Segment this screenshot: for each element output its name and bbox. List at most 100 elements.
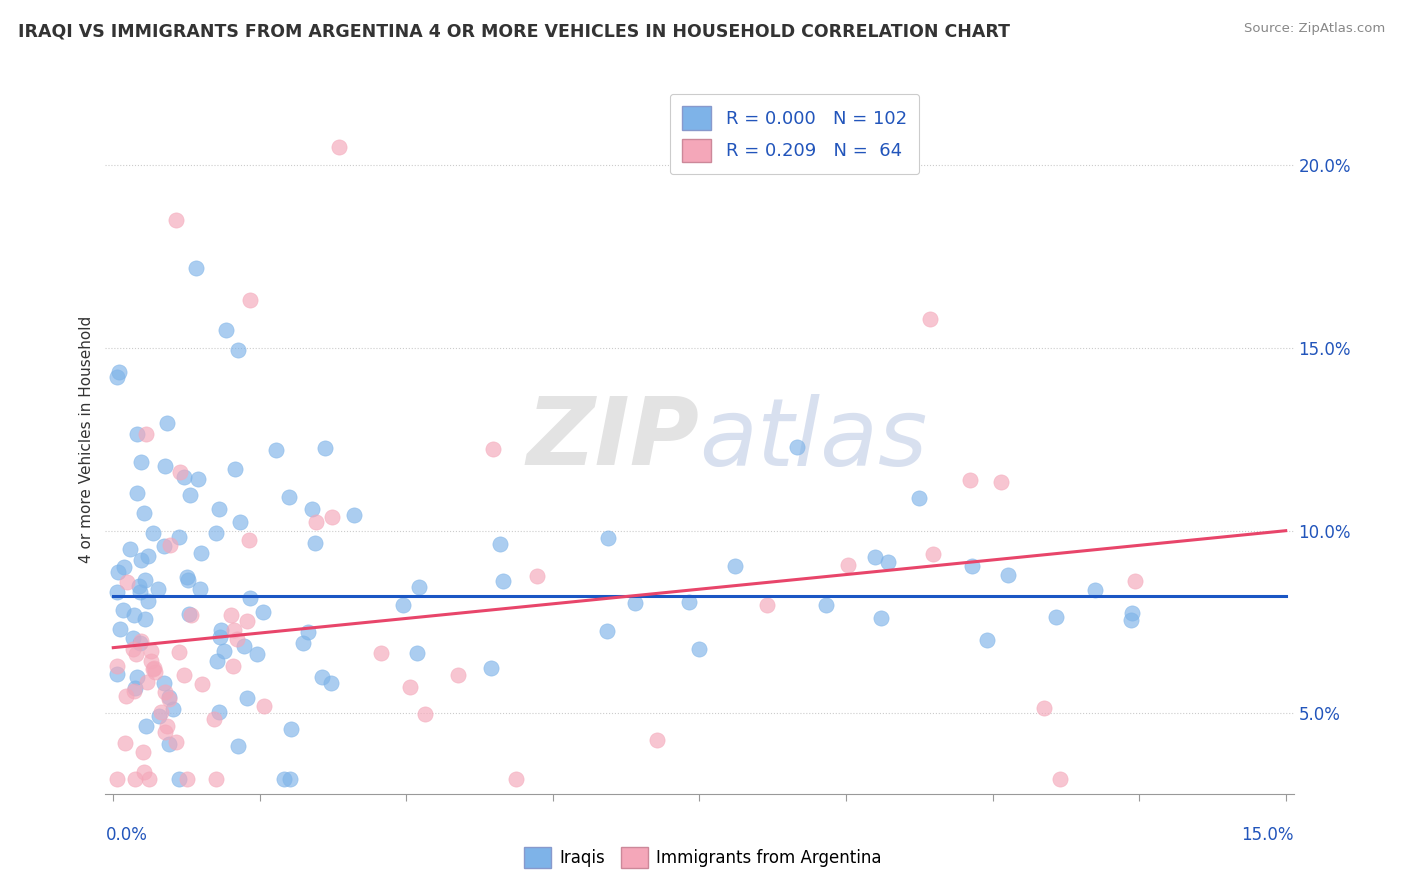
Point bbox=[122, 608, 145, 623]
Point bbox=[159, 538, 181, 552]
Point bbox=[134, 573, 156, 587]
Point bbox=[167, 772, 190, 787]
Point bbox=[321, 509, 343, 524]
Text: ZIP: ZIP bbox=[527, 393, 700, 485]
Point bbox=[105, 772, 128, 787]
Point bbox=[142, 661, 165, 675]
Point bbox=[124, 772, 146, 787]
Point bbox=[252, 605, 274, 619]
Point bbox=[124, 684, 146, 698]
Point bbox=[624, 596, 647, 610]
Point bbox=[224, 623, 246, 637]
Point bbox=[108, 623, 131, 637]
Point bbox=[105, 667, 128, 681]
Point bbox=[139, 654, 162, 668]
Point bbox=[1033, 701, 1056, 715]
Point bbox=[176, 772, 198, 787]
Point bbox=[167, 645, 190, 659]
Point bbox=[228, 516, 250, 530]
Point bbox=[190, 546, 212, 560]
Text: 15.0%: 15.0% bbox=[1241, 826, 1294, 844]
Point bbox=[526, 569, 548, 583]
Point bbox=[121, 632, 143, 646]
Point bbox=[162, 701, 184, 715]
Point bbox=[118, 541, 141, 556]
Point bbox=[406, 646, 429, 660]
Point bbox=[314, 441, 336, 455]
Point bbox=[128, 579, 150, 593]
Point bbox=[115, 689, 138, 703]
Point bbox=[960, 558, 983, 573]
Point bbox=[127, 486, 149, 500]
Point bbox=[645, 733, 668, 747]
Point bbox=[128, 584, 150, 599]
Point bbox=[224, 461, 246, 475]
Point bbox=[124, 681, 146, 696]
Point bbox=[208, 705, 231, 719]
Point bbox=[239, 293, 262, 308]
Point bbox=[191, 676, 214, 690]
Point bbox=[173, 668, 195, 682]
Point bbox=[153, 685, 176, 699]
Point bbox=[208, 631, 231, 645]
Point bbox=[596, 624, 619, 639]
Point bbox=[215, 323, 238, 337]
Point bbox=[134, 506, 156, 520]
Point bbox=[863, 550, 886, 565]
Point bbox=[188, 582, 211, 596]
Point bbox=[107, 566, 129, 580]
Point bbox=[138, 772, 160, 787]
Point bbox=[837, 558, 859, 573]
Point bbox=[129, 553, 152, 567]
Point bbox=[814, 599, 837, 613]
Point bbox=[165, 213, 187, 227]
Point bbox=[408, 580, 430, 594]
Point bbox=[236, 614, 259, 628]
Point bbox=[997, 567, 1019, 582]
Text: 0.0%: 0.0% bbox=[105, 826, 148, 844]
Point bbox=[370, 646, 392, 660]
Point bbox=[235, 691, 257, 706]
Point bbox=[127, 427, 149, 442]
Point bbox=[280, 722, 302, 736]
Point bbox=[228, 343, 250, 357]
Point bbox=[678, 595, 700, 609]
Point bbox=[114, 736, 136, 750]
Text: atlas: atlas bbox=[700, 393, 928, 485]
Point bbox=[870, 611, 893, 625]
Point bbox=[134, 612, 156, 626]
Point bbox=[301, 501, 323, 516]
Point bbox=[280, 772, 302, 787]
Text: Source: ZipAtlas.com: Source: ZipAtlas.com bbox=[1244, 22, 1385, 36]
Point bbox=[239, 591, 262, 606]
Point bbox=[1123, 574, 1146, 588]
Point bbox=[136, 549, 159, 563]
Point bbox=[1045, 610, 1067, 624]
Point bbox=[129, 634, 152, 648]
Point bbox=[143, 665, 166, 679]
Point bbox=[129, 455, 152, 469]
Point bbox=[186, 260, 208, 275]
Point bbox=[908, 491, 931, 505]
Point bbox=[596, 532, 619, 546]
Point bbox=[141, 661, 163, 675]
Point bbox=[108, 365, 131, 379]
Point bbox=[413, 706, 436, 721]
Point bbox=[139, 644, 162, 658]
Point bbox=[204, 526, 226, 541]
Point bbox=[153, 676, 176, 690]
Point bbox=[343, 508, 366, 523]
Point bbox=[115, 575, 138, 590]
Point bbox=[688, 642, 710, 657]
Point bbox=[246, 647, 269, 661]
Point bbox=[134, 764, 156, 779]
Point bbox=[1084, 582, 1107, 597]
Point bbox=[157, 690, 180, 705]
Point bbox=[153, 539, 176, 553]
Point bbox=[132, 745, 155, 759]
Point bbox=[1121, 606, 1143, 620]
Point bbox=[187, 472, 209, 486]
Point bbox=[976, 632, 998, 647]
Point bbox=[112, 559, 135, 574]
Point bbox=[291, 635, 314, 649]
